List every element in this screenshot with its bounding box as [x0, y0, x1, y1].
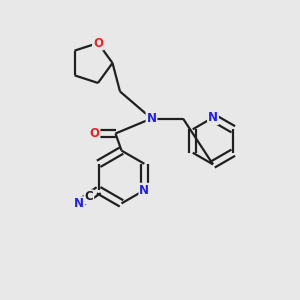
Text: N: N: [208, 111, 218, 124]
Text: O: O: [93, 37, 103, 50]
Text: O: O: [89, 127, 100, 140]
Text: N: N: [74, 197, 84, 210]
Text: C: C: [85, 190, 93, 203]
Text: N: N: [146, 112, 157, 125]
Text: N: N: [140, 184, 149, 197]
